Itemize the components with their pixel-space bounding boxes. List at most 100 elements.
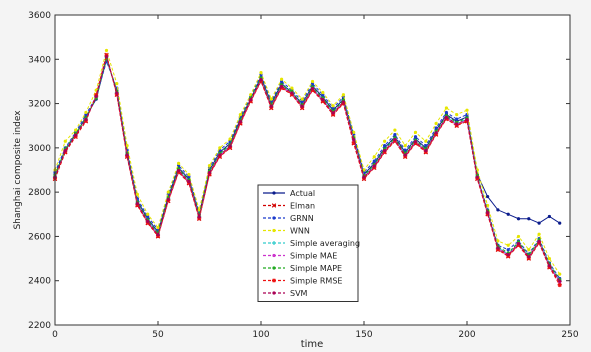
data-point: [413, 130, 418, 134]
data-point: [393, 132, 397, 137]
y-tick-label: 2200: [28, 321, 51, 331]
data-point: [557, 283, 562, 288]
data-point: [63, 139, 67, 143]
data-point: [506, 243, 510, 247]
data-point: [547, 264, 552, 268]
data-point: [290, 91, 294, 95]
data-point: [74, 128, 78, 132]
legend-swatch-marker: [272, 253, 276, 258]
plot-frame: [54, 14, 571, 326]
data-point: [527, 248, 531, 252]
data-point: [156, 233, 160, 237]
data-point: [166, 190, 170, 194]
data-point: [280, 84, 284, 88]
y-axis: 2200 2400 2600 2800 3000 3200 3400 3600: [28, 11, 570, 331]
data-point: [74, 133, 78, 137]
data-point: [321, 97, 325, 102]
data-point: [300, 104, 304, 108]
x-axis-label: time: [301, 339, 324, 350]
data-point: [104, 48, 109, 53]
data-point: [84, 117, 88, 122]
legend-label: Actual: [290, 189, 315, 198]
legend-swatch-marker: [272, 191, 276, 195]
data-point: [207, 163, 212, 168]
data-point: [310, 86, 315, 91]
data-point: [362, 175, 366, 179]
data-point: [228, 144, 232, 148]
data-point: [125, 144, 129, 148]
data-point: [486, 203, 490, 208]
legend-label: SVM: [290, 289, 308, 298]
legend-swatch-marker: [272, 278, 276, 283]
legend-swatch-marker: [272, 266, 276, 270]
data-point: [290, 86, 294, 90]
data-point: [115, 91, 119, 95]
legend-item: Simple MAE: [263, 252, 337, 261]
data-point: [403, 153, 407, 157]
data-point: [146, 212, 150, 216]
data-point: [496, 208, 500, 212]
data-point: [413, 140, 418, 144]
data-point: [300, 99, 304, 103]
data-point: [321, 90, 325, 95]
data-point: [249, 97, 253, 102]
data-point: [125, 153, 129, 157]
y-tick-label: 3600: [28, 11, 51, 21]
y-tick-label: 3200: [28, 100, 51, 110]
data-point: [280, 77, 284, 81]
series-line: [54, 53, 561, 286]
data-point: [403, 144, 407, 148]
legend-swatch-marker: [272, 216, 276, 220]
data-point: [218, 146, 222, 150]
data-point: [383, 139, 387, 143]
legend-label: Simple averaging: [290, 239, 360, 248]
x-tick-label: 50: [152, 330, 164, 340]
x-tick-label: 100: [252, 330, 269, 340]
data-point: [218, 153, 222, 157]
data-point: [424, 148, 428, 153]
data-point: [434, 131, 438, 135]
data-point: [455, 113, 459, 117]
legend-label: WNN: [290, 227, 310, 236]
data-point: [146, 214, 150, 219]
data-point: [63, 148, 67, 153]
data-point: [372, 159, 376, 163]
legend-item: Simple averaging: [263, 239, 360, 248]
legend-swatch-marker: [272, 228, 276, 233]
legend-label: Simple RMSE: [290, 277, 342, 286]
data-point: [413, 135, 418, 139]
x-axis: 0 50 100 150 200 250: [52, 15, 579, 340]
data-point: [537, 239, 541, 243]
data-point: [465, 117, 469, 122]
data-point: [506, 248, 510, 252]
data-point: [372, 155, 376, 159]
legend-label: Elman: [290, 202, 315, 211]
data-point: [104, 55, 109, 59]
data-point: [156, 225, 160, 230]
legend-swatch-marker: [272, 241, 276, 245]
data-point: [94, 94, 98, 99]
y-axis-label: Shanghai composite index: [13, 110, 23, 230]
data-point: [403, 148, 407, 152]
legend-item: Simple MAPE: [263, 264, 342, 273]
data-point: [269, 104, 273, 108]
legend-label: Simple MAPE: [290, 264, 342, 273]
series-3: [53, 48, 562, 276]
data-point: [331, 104, 335, 108]
legend-item: Actual: [263, 189, 315, 198]
data-point: [558, 272, 562, 276]
data-point: [424, 144, 428, 148]
data-point: [187, 172, 191, 177]
data-point: [207, 171, 212, 175]
data-point: [455, 117, 459, 121]
data-point: [197, 208, 201, 212]
x-tick-label: 200: [458, 330, 475, 340]
data-point: [424, 139, 428, 143]
data-point: [558, 279, 562, 283]
data-point: [300, 97, 304, 101]
data-point: [537, 221, 541, 225]
data-point: [341, 100, 345, 104]
data-point: [135, 202, 139, 206]
data-point: [444, 106, 448, 110]
